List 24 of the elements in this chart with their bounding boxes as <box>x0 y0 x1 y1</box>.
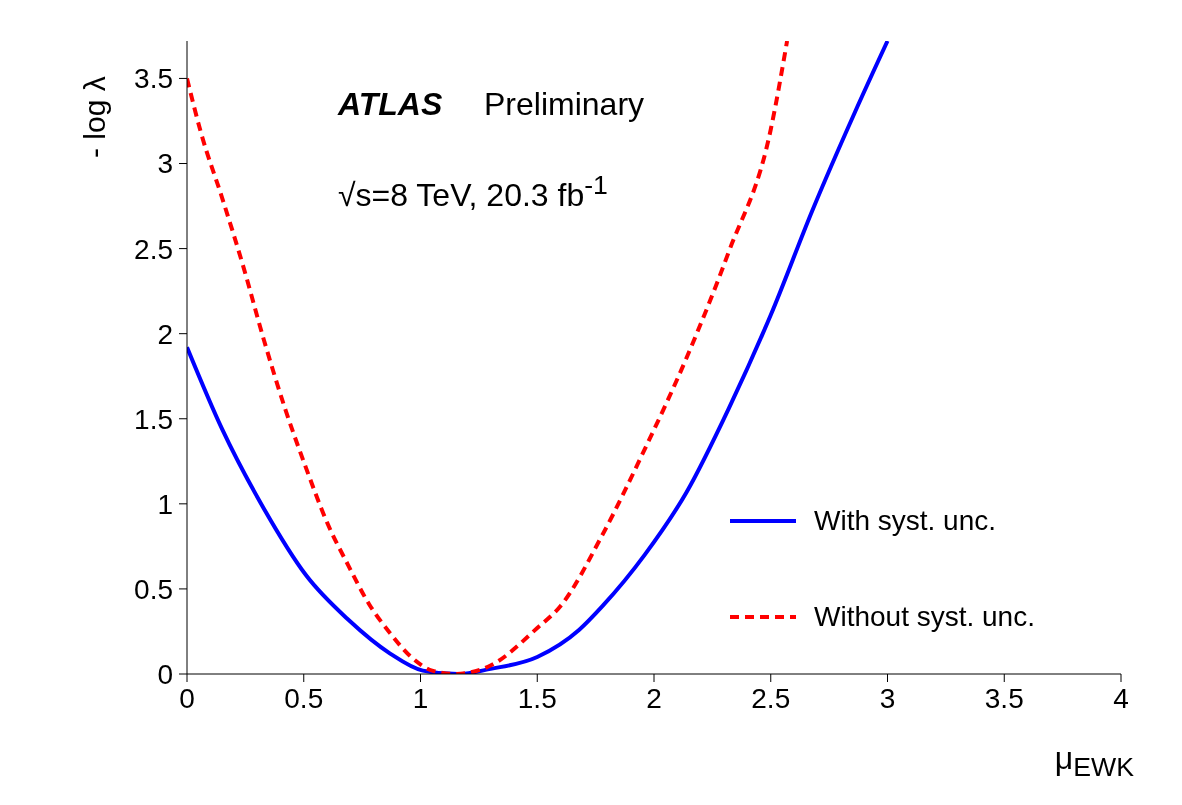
legend-label: Without syst. unc. <box>814 601 1035 633</box>
x-tick-label: 3.5 <box>984 682 1024 714</box>
x-tick-label: 3 <box>879 682 896 714</box>
annotation: ATLAS <box>338 86 443 123</box>
x-tick-label: 1.5 <box>517 682 557 714</box>
y-tick-label: 3.5 <box>134 63 173 95</box>
x-tick-label: 0 <box>179 682 195 714</box>
x-tick-label: 2.5 <box>751 682 791 714</box>
y-tick-label: 0 <box>157 658 173 690</box>
y-tick-label: 2 <box>157 318 173 350</box>
y-tick-label: 1.5 <box>134 403 173 435</box>
y-tick-label: 3 <box>157 148 173 180</box>
annotation: √s=8 TeV, 20.3 fb$^{-1}$ <box>338 170 608 214</box>
legend-label: With syst. unc. <box>814 505 997 537</box>
x-axis-title: μ$_{EWK}$ <box>1054 740 1134 784</box>
x-tick-label: 0.5 <box>284 682 324 714</box>
x-tick-label: 1 <box>412 682 429 714</box>
x-tick-label: 4 <box>1113 682 1129 714</box>
y-axis-title: - log λ <box>78 76 112 158</box>
y-tick-label: 2.5 <box>134 233 173 265</box>
x-tick-label: 2 <box>646 682 662 714</box>
y-tick-label: 0.5 <box>134 573 173 605</box>
y-tick-label: 1 <box>157 488 173 520</box>
annotation: Preliminary <box>484 86 645 123</box>
